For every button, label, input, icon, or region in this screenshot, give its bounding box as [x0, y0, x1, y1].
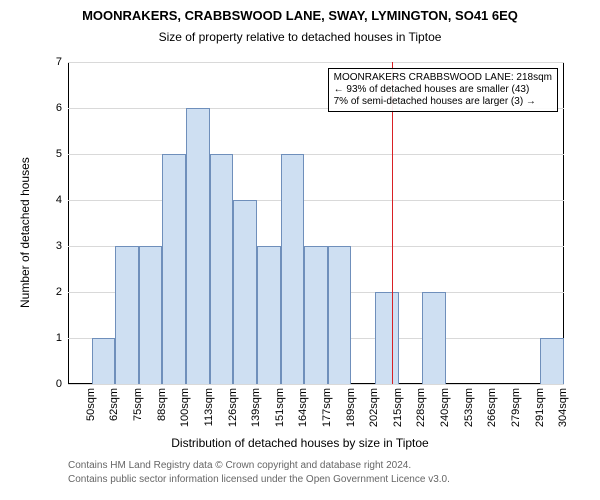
- histogram-bar: [422, 292, 446, 384]
- x-tick-label: 266sqm: [486, 388, 498, 427]
- y-tick-label: 6: [56, 102, 62, 114]
- x-axis-label: Distribution of detached houses by size …: [0, 436, 600, 450]
- y-tick-label: 4: [56, 194, 62, 206]
- y-tick-label: 3: [56, 240, 62, 252]
- annotation-line: MOONRAKERS CRABBSWOOD LANE: 218sqm: [334, 72, 552, 84]
- histogram-bar: [328, 246, 352, 384]
- x-tick-label: 75sqm: [132, 388, 144, 421]
- y-axis-label: Number of detached houses: [18, 157, 32, 308]
- histogram-bar: [115, 246, 139, 384]
- histogram-bar: [540, 338, 564, 384]
- histogram-bar: [304, 246, 328, 384]
- gridline: [68, 62, 564, 63]
- chart-title: MOONRAKERS, CRABBSWOOD LANE, SWAY, LYMIN…: [0, 8, 600, 23]
- x-tick-label: 177sqm: [321, 388, 333, 427]
- chart-container: MOONRAKERS, CRABBSWOOD LANE, SWAY, LYMIN…: [0, 0, 600, 500]
- x-tick-label: 88sqm: [156, 388, 168, 421]
- footnote-2: Contains public sector information licen…: [68, 474, 450, 485]
- chart-subtitle: Size of property relative to detached ho…: [0, 30, 600, 44]
- x-tick-label: 126sqm: [227, 388, 239, 427]
- histogram-bar: [210, 154, 234, 384]
- histogram-bar: [186, 108, 210, 384]
- x-tick-label: 62sqm: [108, 388, 120, 421]
- x-tick-label: 139sqm: [250, 388, 262, 427]
- x-tick-label: 50sqm: [85, 388, 97, 421]
- y-tick-label: 1: [56, 332, 62, 344]
- y-tick-label: 7: [56, 56, 62, 68]
- x-tick-label: 113sqm: [203, 388, 215, 426]
- y-tick-label: 0: [56, 378, 62, 390]
- x-tick-label: 202sqm: [368, 388, 380, 427]
- histogram-bar: [281, 154, 305, 384]
- x-tick-label: 151sqm: [274, 388, 286, 427]
- x-tick-label: 228sqm: [415, 388, 427, 427]
- x-tick-label: 304sqm: [557, 388, 569, 427]
- y-tick-label: 2: [56, 286, 62, 298]
- x-tick-label: 189sqm: [345, 388, 357, 427]
- x-tick-label: 164sqm: [297, 388, 309, 427]
- histogram-bar: [257, 246, 281, 384]
- histogram-bar: [375, 292, 399, 384]
- annotation-line: 7% of semi-detached houses are larger (3…: [334, 96, 552, 108]
- plot-area: 0123456750sqm62sqm75sqm88sqm100sqm113sqm…: [68, 62, 564, 384]
- histogram-bar: [139, 246, 163, 384]
- x-tick-label: 291sqm: [534, 388, 546, 427]
- annotation-box: MOONRAKERS CRABBSWOOD LANE: 218sqm← 93% …: [328, 68, 558, 112]
- gridline: [68, 200, 564, 201]
- histogram-bar: [162, 154, 186, 384]
- x-tick-label: 100sqm: [179, 388, 191, 427]
- x-tick-label: 279sqm: [510, 388, 522, 427]
- footnote-1: Contains HM Land Registry data © Crown c…: [68, 460, 411, 471]
- x-tick-label: 253sqm: [463, 388, 475, 427]
- gridline: [68, 384, 564, 385]
- annotation-line: ← 93% of detached houses are smaller (43…: [334, 84, 552, 96]
- gridline: [68, 154, 564, 155]
- histogram-bar: [92, 338, 116, 384]
- y-tick-label: 5: [56, 148, 62, 160]
- histogram-bar: [233, 200, 257, 384]
- x-tick-label: 215sqm: [392, 388, 404, 427]
- x-tick-label: 240sqm: [439, 388, 451, 427]
